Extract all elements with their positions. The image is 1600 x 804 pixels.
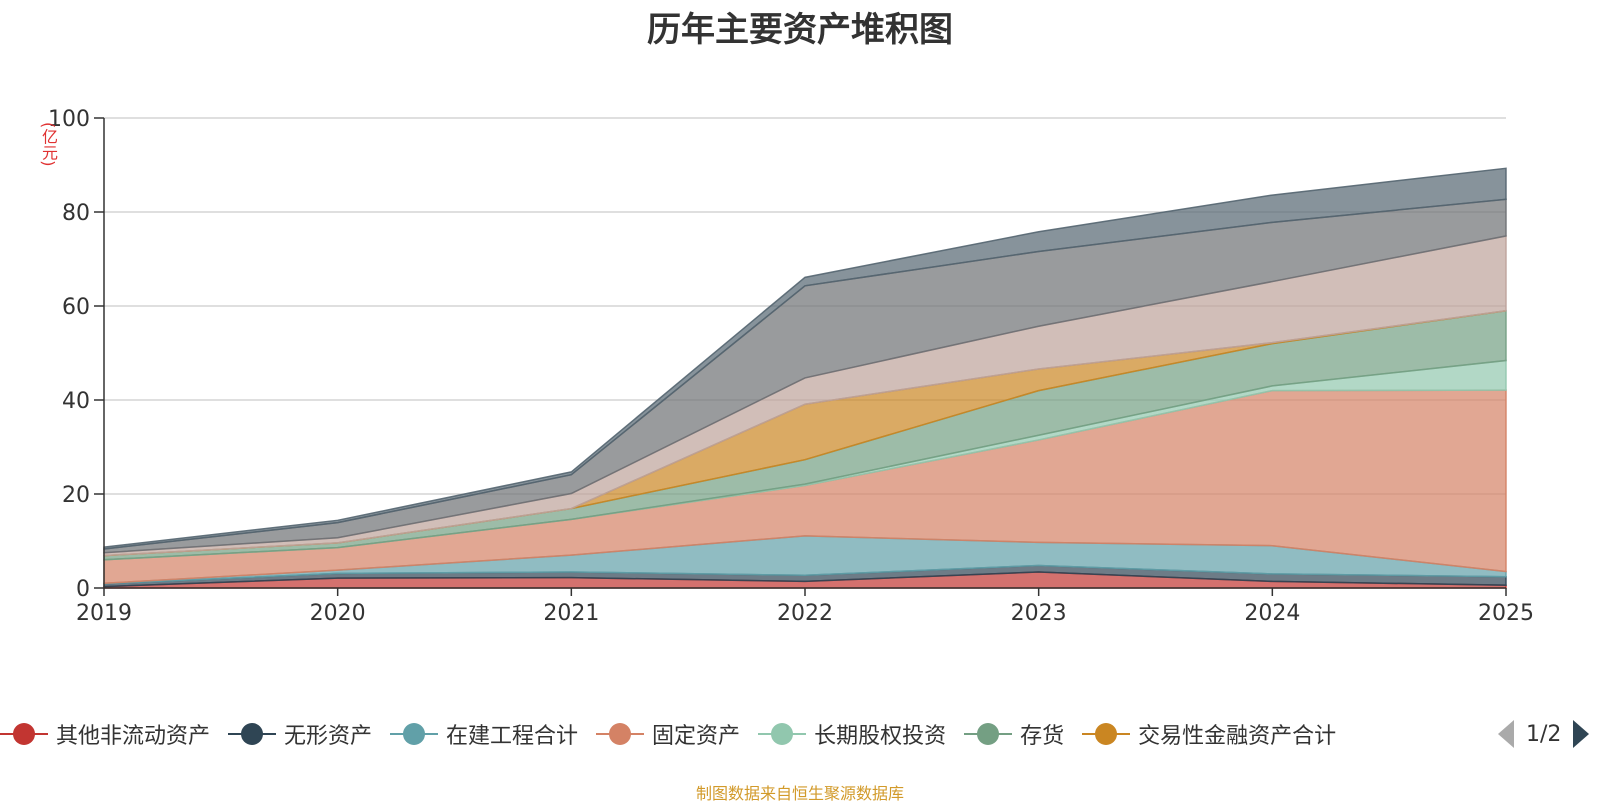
x-tick-label: 2022	[777, 601, 833, 626]
x-tick-label: 2024	[1244, 601, 1300, 626]
legend-prev-icon[interactable]	[1498, 720, 1514, 748]
legend-label: 长期股权投资	[814, 724, 947, 749]
legend-marker-icon	[390, 722, 439, 746]
legend-item[interactable]: 长期股权投资	[758, 718, 946, 750]
legend-label: 存货	[1020, 724, 1065, 749]
legend-item[interactable]: 交易性金融资产合计	[1082, 718, 1336, 750]
y-tick-label: 60	[62, 295, 90, 320]
legend: 其他非流动资产 无形资产 在建工程合计 固定资产 长期股权投资 存货 交易性金融资产合计	[0, 718, 1354, 750]
data-source-note: 制图数据来自恒生聚源数据库	[695, 784, 904, 803]
legend-marker-icon	[1082, 722, 1131, 746]
legend-marker-icon	[964, 722, 1013, 746]
legend-label: 交易性金融资产合计	[1138, 724, 1337, 749]
legend-label: 固定资产	[652, 724, 741, 749]
x-tick-label: 2023	[1011, 601, 1067, 626]
y-tick-label: 20	[62, 483, 90, 508]
legend-item[interactable]: 在建工程合计	[390, 718, 578, 750]
legend-marker-icon	[0, 722, 48, 746]
legend-item[interactable]: 存货	[964, 718, 1064, 750]
y-tick-label: 80	[62, 201, 90, 226]
legend-page-indicator: 1/2	[1526, 721, 1562, 747]
y-tick-label: 0	[76, 577, 90, 602]
x-tick-label: 2020	[310, 601, 366, 626]
legend-next-icon[interactable]	[1573, 720, 1590, 748]
chart-title: 历年主要资产堆积图	[647, 10, 953, 50]
x-tick-label: 2021	[543, 601, 599, 626]
legend-pager: 1/2	[1498, 718, 1590, 750]
y-tick-label: 100	[48, 107, 90, 132]
x-tick-label: 2025	[1478, 601, 1534, 626]
legend-item[interactable]: 其他非流动资产	[0, 718, 210, 750]
legend-label: 在建工程合计	[446, 724, 579, 749]
legend-marker-icon	[758, 722, 807, 746]
legend-marker-icon	[228, 722, 277, 746]
legend-label: 其他非流动资产	[56, 724, 211, 749]
legend-label: 无形资产	[284, 724, 373, 749]
legend-item[interactable]: 固定资产	[596, 718, 740, 750]
area-series-10	[103, 167, 1507, 550]
x-tick-label: 2019	[76, 601, 132, 626]
legend-item[interactable]: 无形资产	[228, 718, 372, 750]
legend-marker-icon	[596, 722, 645, 746]
y-axis-unit: (亿元)	[39, 122, 58, 167]
y-tick-label: 40	[62, 389, 90, 414]
